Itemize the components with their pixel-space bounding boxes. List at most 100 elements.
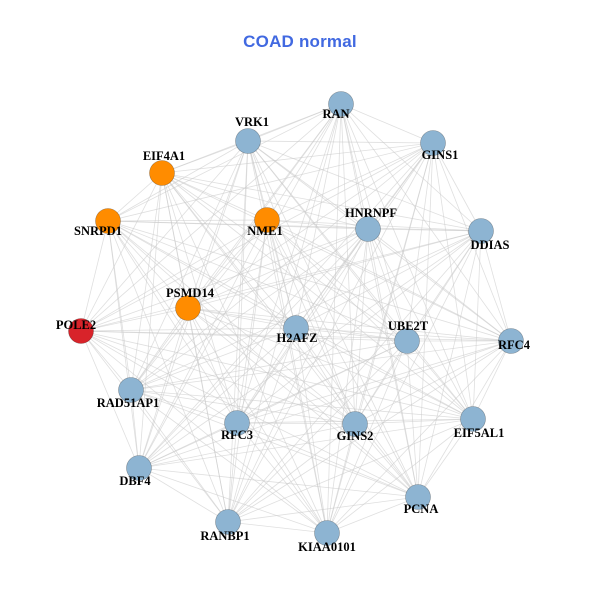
edge	[187, 219, 268, 309]
edge	[187, 307, 474, 420]
edge	[340, 103, 512, 342]
edge	[354, 418, 474, 425]
node-SNRPD1	[95, 208, 121, 234]
edge	[80, 330, 328, 534]
edge	[138, 340, 512, 469]
edge	[266, 219, 297, 329]
edge	[107, 220, 238, 424]
edge	[161, 142, 434, 174]
node-label-RANBP1: RANBP1	[200, 529, 249, 543]
edge	[340, 103, 419, 498]
edge	[80, 330, 132, 391]
edge	[138, 467, 419, 498]
edge	[432, 142, 512, 342]
node-UBE2T	[394, 328, 420, 354]
edge	[340, 103, 434, 144]
edge	[80, 228, 369, 332]
edge	[354, 423, 419, 498]
edge	[80, 140, 249, 332]
edge	[138, 422, 238, 469]
edge	[354, 228, 369, 425]
node-label-DBF4: DBF4	[119, 474, 151, 488]
node-RFC3	[224, 410, 250, 436]
edge	[227, 521, 328, 534]
node-label-RFC3: RFC3	[221, 428, 253, 442]
edge	[161, 172, 369, 230]
edge	[406, 340, 474, 420]
edge	[354, 142, 434, 425]
edge	[236, 230, 482, 424]
edge	[187, 307, 328, 534]
edge	[295, 228, 369, 329]
node-label-EIF4A1: EIF4A1	[143, 149, 185, 163]
edge	[161, 172, 238, 424]
edge	[130, 327, 297, 391]
edge	[80, 172, 163, 332]
edge	[80, 327, 297, 332]
edge	[107, 220, 356, 425]
edge	[80, 330, 238, 424]
edge	[227, 422, 238, 523]
node-HNRNPF	[355, 216, 381, 242]
edge	[130, 103, 342, 391]
node-label-POLE2: POLE2	[56, 318, 96, 332]
edge	[472, 340, 512, 420]
node-RANBP1	[215, 509, 241, 535]
edge	[80, 330, 229, 523]
node-POLE2	[68, 318, 94, 344]
edge	[187, 142, 434, 309]
node-label-RAD51AP1: RAD51AP1	[97, 396, 160, 410]
edge	[247, 140, 482, 232]
edge	[406, 340, 419, 498]
edge	[161, 172, 189, 309]
edge	[247, 140, 408, 342]
edge	[80, 330, 419, 498]
edge	[295, 327, 356, 425]
edge	[266, 219, 356, 425]
page-title: COAD normal	[243, 32, 357, 51]
edge	[432, 142, 482, 232]
edge	[187, 307, 297, 329]
labels-layer: RAN GINS1 DDIAS RFC4 EIF5AL1 PCNA KIAA0101 RANB…	[56, 107, 531, 554]
edge	[161, 172, 297, 329]
edge	[367, 228, 512, 342]
edge	[247, 140, 419, 498]
edge	[161, 172, 268, 221]
node-label-DDIAS: DDIAS	[471, 238, 510, 252]
edge	[107, 220, 408, 342]
edge	[236, 142, 434, 424]
edge	[326, 340, 512, 534]
node-label-VRK1: VRK1	[235, 115, 269, 129]
edge	[326, 496, 419, 534]
edge	[480, 230, 512, 342]
edge	[187, 307, 512, 342]
node-label-RFC4: RFC4	[498, 338, 531, 352]
edge	[80, 330, 408, 342]
edge	[107, 220, 189, 309]
node-DDIAS	[468, 218, 494, 244]
edge	[227, 496, 419, 523]
node-RAD51AP1	[118, 377, 144, 403]
node-EIF4A1	[149, 160, 175, 186]
nodes-layer	[68, 91, 524, 546]
node-DBF4	[126, 455, 152, 481]
edge	[326, 228, 369, 534]
edge	[367, 228, 482, 232]
edge	[130, 389, 356, 425]
edge	[354, 340, 512, 425]
edge	[295, 327, 408, 342]
node-RAN	[328, 91, 354, 117]
node-label-KIAA0101: KIAA0101	[298, 540, 356, 554]
edge	[247, 140, 356, 425]
node-label-NME1: NME1	[247, 224, 282, 238]
edge	[107, 219, 268, 222]
edge	[187, 307, 238, 424]
edge	[266, 219, 408, 342]
edge	[187, 307, 419, 498]
edge	[107, 220, 297, 329]
node-RFC4	[498, 328, 524, 354]
node-label-SNRPD1: SNRPD1	[74, 224, 122, 238]
edge	[417, 418, 474, 498]
